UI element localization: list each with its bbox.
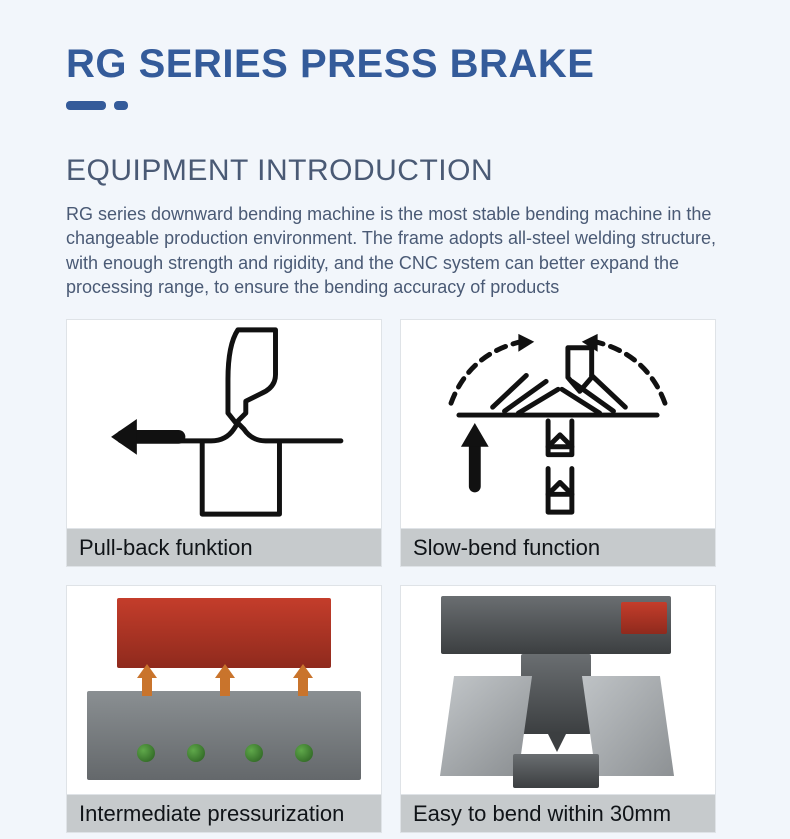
pressure-arrow-icon (137, 664, 157, 696)
underline-segment (114, 101, 128, 110)
feature-caption: Easy to bend within 30mm (400, 795, 716, 833)
page-title: RG SERIES PRESS BRAKE (66, 42, 730, 87)
diagram-slow-bend (400, 319, 716, 529)
feature-tile-easy-bend: Easy to bend within 30mm (400, 585, 716, 833)
punch-holder (521, 654, 591, 734)
pressure-arrow-icon (293, 664, 313, 696)
feature-caption: Slow-bend function (400, 529, 716, 567)
machine-bed (87, 691, 361, 780)
feature-caption: Pull-back funktion (66, 529, 382, 567)
pull-back-icon (67, 320, 381, 528)
feature-caption: Intermediate pressurization (66, 795, 382, 833)
page: RG SERIES PRESS BRAKE EQUIPMENT INTRODUC… (0, 0, 790, 833)
illustration-intermediate (66, 585, 382, 795)
feature-tile-pull-back: Pull-back funktion (66, 319, 382, 567)
underline-segment (66, 101, 106, 110)
lower-die (513, 754, 599, 788)
intro-paragraph: RG series downward bending machine is th… (66, 202, 726, 299)
feature-tile-slow-bend: Slow-bend function (400, 319, 716, 567)
clamp-lever (621, 602, 667, 634)
diagram-pull-back (66, 319, 382, 529)
illustration-easy-bend (400, 585, 716, 795)
feature-tile-intermediate: Intermediate pressurization (66, 585, 382, 833)
feature-grid: Pull-back funktion (66, 319, 730, 833)
title-underline (66, 101, 730, 110)
machine-ram (117, 598, 331, 668)
punch-tip-icon (547, 732, 567, 752)
pressure-arrow-icon (215, 664, 235, 696)
section-subtitle: EQUIPMENT INTRODUCTION (66, 154, 730, 188)
slow-bend-icon (401, 320, 715, 528)
